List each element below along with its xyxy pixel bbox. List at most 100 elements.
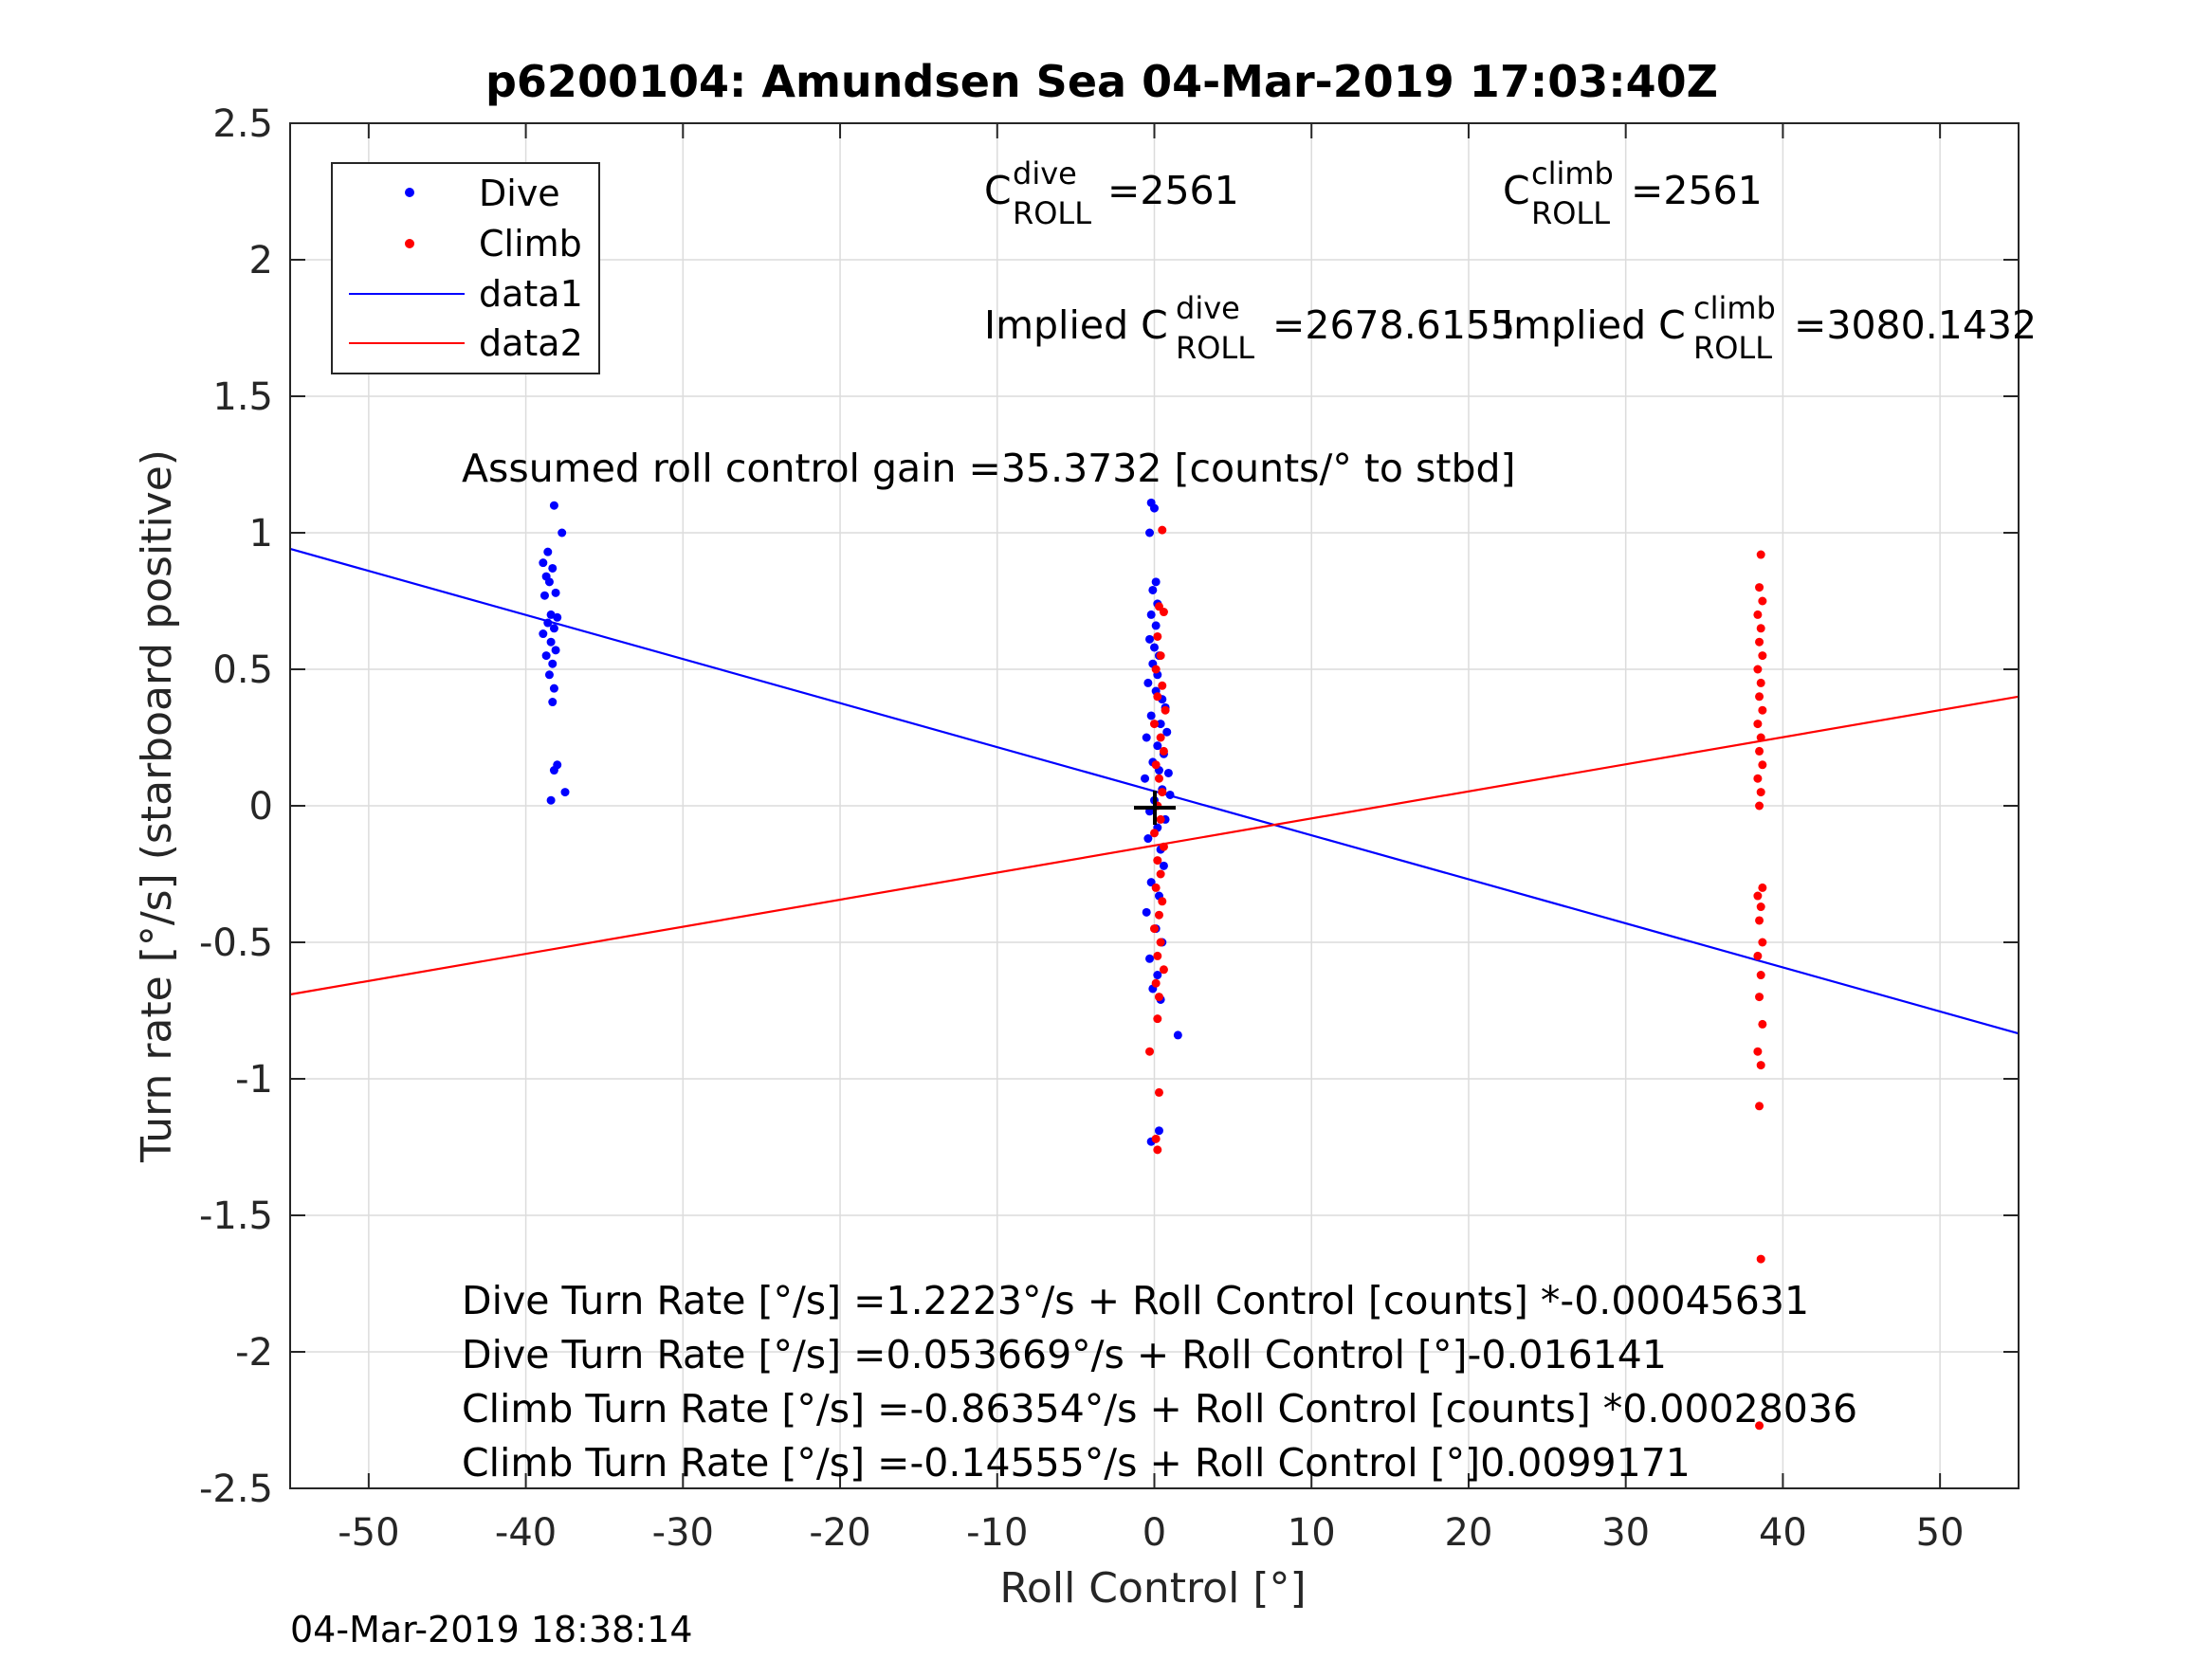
- climb-point: [1156, 651, 1165, 661]
- climb-point: [1755, 1102, 1764, 1111]
- dive-point: [543, 618, 553, 628]
- climb-point: [1158, 525, 1167, 535]
- dive-point: [1146, 610, 1156, 619]
- x-tick-label: -40: [495, 1511, 557, 1555]
- climb-point: [1158, 788, 1167, 797]
- annotation-equation-1: Dive Turn Rate [°/s] =1.2223°/s + Roll C…: [462, 1278, 1809, 1323]
- climb-point: [1159, 746, 1168, 756]
- dive-point: [1146, 711, 1156, 720]
- chart-title: p6200104: Amundsen Sea 04-Mar-2019 17:03…: [485, 56, 1718, 107]
- dive-point: [1145, 954, 1155, 963]
- x-tick-label: 50: [1916, 1511, 1965, 1555]
- dive-point: [543, 547, 553, 556]
- climb-point: [1156, 733, 1165, 742]
- climb-point: [1153, 1145, 1162, 1155]
- annotation-implied-climb-value: =3080.1432: [1794, 302, 2037, 348]
- climb-point: [1758, 760, 1767, 770]
- annotation-c-dive-sup: dive: [1013, 155, 1077, 191]
- dive-point: [1154, 1126, 1163, 1136]
- dive-point: [1141, 774, 1150, 783]
- climb-point: [1151, 883, 1161, 892]
- annotation-c-climb-value: =2561: [1631, 168, 1763, 213]
- climb-point: [1153, 631, 1162, 641]
- dive-point: [1142, 907, 1151, 917]
- dive-point: [1143, 678, 1153, 687]
- climb-point: [1755, 637, 1764, 647]
- annotation-implied-climb-sup: climb: [1693, 290, 1776, 326]
- climb-point: [1159, 842, 1168, 851]
- climb-point: [1756, 678, 1765, 687]
- legend-dive-marker: [405, 188, 414, 197]
- climb-point: [1756, 1061, 1765, 1070]
- dive-point: [1145, 634, 1155, 644]
- annotation-c-climb-sub: ROLL: [1531, 195, 1610, 231]
- annotation-implied-dive-sup: dive: [1176, 290, 1240, 326]
- y-tick-label: -2: [235, 1331, 273, 1375]
- climb-point: [1753, 665, 1763, 674]
- dive-point: [1151, 577, 1161, 587]
- dive-point: [1150, 643, 1159, 652]
- climb-point: [1156, 814, 1165, 824]
- dive-point: [1145, 528, 1155, 538]
- annotation-c-climb: C climb ROLL =2561: [1503, 155, 1763, 231]
- climb-point: [1756, 733, 1765, 742]
- climb-point: [1755, 583, 1764, 592]
- climb-point: [1753, 1047, 1763, 1056]
- climb-point: [1753, 774, 1763, 783]
- x-tick-label: 40: [1759, 1511, 1807, 1555]
- dive-point: [1162, 727, 1172, 737]
- dive-point: [1173, 1030, 1182, 1040]
- dive-point: [1143, 834, 1153, 844]
- dive-point: [539, 558, 548, 568]
- climb-point: [1758, 938, 1767, 947]
- climb-point: [1151, 760, 1161, 770]
- climb-point: [1755, 692, 1764, 702]
- y-tick-label: 0: [249, 785, 273, 829]
- climb-point: [1151, 665, 1161, 674]
- dive-point: [546, 795, 556, 805]
- climb-point: [1154, 1087, 1163, 1097]
- dive-point: [1153, 971, 1162, 980]
- dive-point: [546, 637, 556, 647]
- dive-point: [549, 684, 558, 693]
- climb-point: [1758, 705, 1767, 715]
- dive-point: [1163, 768, 1173, 777]
- dive-point: [549, 501, 558, 510]
- y-tick-label: -0.5: [199, 921, 273, 965]
- climb-point: [1150, 720, 1159, 729]
- legend-data1-label: data1: [479, 273, 583, 315]
- x-tick-label: -10: [966, 1511, 1028, 1555]
- climb-point: [1145, 1047, 1155, 1056]
- climb-point: [1758, 596, 1767, 606]
- legend-data2-label: data2: [479, 322, 583, 364]
- dive-point: [1156, 720, 1165, 729]
- climb-point: [1150, 829, 1159, 838]
- climb-point: [1758, 1019, 1767, 1029]
- climb-point: [1156, 938, 1165, 947]
- dive-point: [1142, 733, 1151, 742]
- annotation-c-climb-main: C: [1503, 168, 1530, 213]
- annotation-implied-climb-sub: ROLL: [1693, 330, 1772, 366]
- y-tick-label: -2.5: [199, 1468, 273, 1511]
- dive-point: [560, 788, 570, 797]
- climb-point: [1755, 916, 1764, 925]
- climb-point: [1756, 550, 1765, 559]
- climb-point: [1755, 801, 1764, 811]
- climb-point: [1753, 610, 1763, 619]
- x-tick-label: 10: [1288, 1511, 1336, 1555]
- x-tick-label: 30: [1601, 1511, 1650, 1555]
- legend-climb-label: Climb: [479, 223, 582, 264]
- climb-point: [1153, 1014, 1162, 1024]
- dive-point: [1159, 861, 1168, 870]
- dive-point: [551, 646, 560, 655]
- x-tick-label: -20: [809, 1511, 870, 1555]
- annotation-c-climb-sup: climb: [1531, 155, 1614, 191]
- dive-point: [1165, 790, 1175, 799]
- dive-point: [1151, 621, 1161, 630]
- annotation-equation-3: Climb Turn Rate [°/s] =-0.86354°/s + Rol…: [462, 1386, 1857, 1431]
- climb-point: [1158, 681, 1167, 690]
- annotation-implied-dive-sub: ROLL: [1176, 330, 1254, 366]
- y-tick-label: 2: [249, 239, 273, 283]
- fit-line-data2: [289, 695, 2020, 996]
- dive-point: [541, 651, 551, 661]
